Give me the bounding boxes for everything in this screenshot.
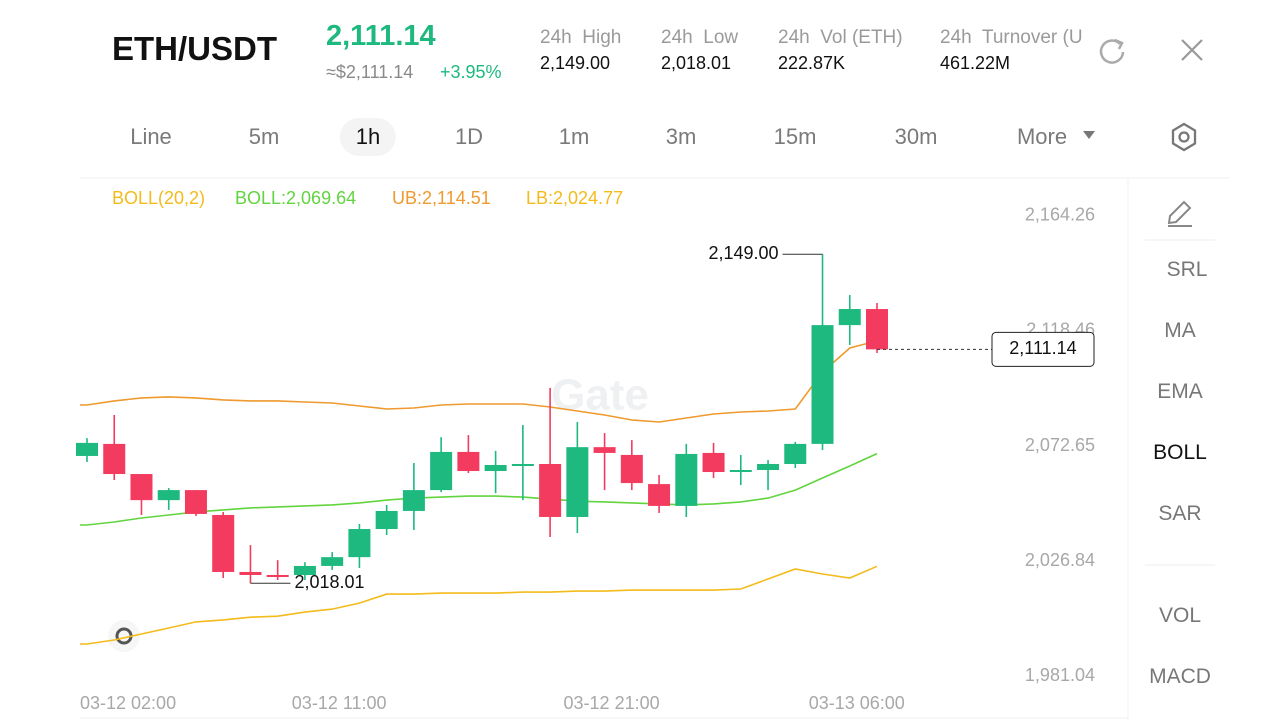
candle-body — [784, 443, 807, 464]
interval-tab[interactable]: 1D — [454, 124, 484, 149]
last-price-label: 2,111.14 — [1009, 338, 1076, 358]
interval-tab[interactable]: 1h — [339, 118, 397, 156]
candle-body — [702, 452, 725, 473]
y-tick-label: 2,164.26 — [1025, 205, 1095, 225]
legend-entry: UB:2,114.51 — [392, 188, 491, 208]
candle-body — [239, 571, 262, 575]
candle-body — [757, 463, 780, 471]
x-tick-label: 03-13 06:00 — [809, 693, 905, 713]
settings-icon[interactable] — [1168, 121, 1200, 153]
stat-label: 24h Turnover (U — [940, 27, 1083, 48]
candle-body — [184, 490, 207, 514]
interval-tab[interactable]: Line — [130, 124, 172, 149]
y-tick-label: 2,026.84 — [1025, 550, 1095, 570]
last-price: 2,111.14 — [326, 20, 436, 52]
candle-body — [321, 557, 344, 566]
high-label: 2,149.00 — [708, 243, 778, 263]
candle-body — [675, 453, 698, 506]
indicator-button[interactable]: SAR — [1158, 502, 1202, 525]
draw-icon[interactable] — [1167, 200, 1192, 227]
candle-body — [103, 443, 126, 475]
interval-tab[interactable]: More — [1016, 124, 1068, 149]
stat-value: 222.87K — [778, 53, 846, 73]
interval-tab[interactable]: 3m — [665, 124, 697, 149]
stat-label: 24h Vol (ETH) — [778, 27, 903, 48]
candle-body — [157, 490, 180, 501]
candle-body — [648, 484, 671, 506]
indicator-title: BOLL(20,2) — [112, 188, 205, 208]
candle-body — [375, 510, 398, 530]
x-tick-label: 03-12 11:00 — [292, 693, 387, 713]
indicator-button[interactable]: VOL — [1158, 604, 1202, 627]
interval-tab[interactable]: 30m — [894, 124, 938, 149]
candle-body — [838, 309, 861, 326]
candle-body — [566, 447, 589, 517]
band-line — [80, 565, 878, 645]
indicator-button[interactable]: MACD — [1149, 665, 1211, 688]
stat-label: 24h High — [540, 27, 622, 48]
approx-price: ≈$2,111.14 — [326, 62, 414, 82]
candle-body — [76, 442, 98, 456]
candle-body — [402, 490, 425, 511]
candle-body — [866, 309, 888, 350]
close-icon[interactable] — [1178, 36, 1206, 64]
candle-body — [130, 474, 153, 501]
candle-body — [266, 574, 289, 577]
last-price-box — [991, 331, 1095, 367]
legend-entry: LB:2,024.77 — [526, 188, 623, 208]
candle-body — [430, 451, 453, 491]
candle-body — [484, 464, 507, 472]
interval-tab[interactable]: 1m — [558, 124, 590, 149]
candle-body — [212, 514, 235, 572]
stat-label: 24h Low — [661, 27, 739, 48]
stat-value: 2,018.01 — [661, 53, 732, 73]
candle-body — [729, 470, 752, 473]
interval-tab[interactable]: 15m — [773, 124, 817, 149]
x-tick-label: 03-12 21:00 — [564, 693, 660, 713]
interval-tab[interactable]: 5m — [248, 124, 280, 149]
candle-body — [811, 325, 834, 444]
more-arrow — [1083, 131, 1095, 139]
candle-body — [593, 447, 616, 453]
stat-value: 461.22M — [940, 53, 1011, 73]
refresh-icon[interactable] — [1096, 34, 1128, 66]
candle-body — [457, 451, 480, 472]
watermark: Gate — [551, 371, 649, 420]
x-tick-label: 03-12 02:00 — [80, 693, 176, 713]
y-tick-label: 1,981.04 — [1025, 665, 1095, 685]
candle-body — [539, 463, 562, 517]
change: +3.95% — [440, 62, 502, 82]
legend-entry: BOLL:2,069.64 — [235, 188, 356, 208]
candle-body — [620, 454, 643, 484]
indicator-button[interactable]: SRL — [1166, 258, 1208, 281]
candle-body — [511, 463, 534, 466]
indicator-button[interactable]: EMA — [1157, 380, 1203, 403]
pair: ETH/USDT — [112, 30, 277, 67]
candle-body — [293, 565, 316, 575]
stat-value: 2,149.00 — [540, 53, 611, 73]
low-label: 2,018.01 — [294, 572, 364, 592]
y-tick-label: 2,072.65 — [1025, 435, 1095, 455]
band-line — [80, 340, 878, 423]
indicator-button[interactable]: MA — [1164, 319, 1196, 342]
candle-body — [348, 529, 371, 558]
indicator-button[interactable]: BOLL — [1153, 441, 1207, 464]
